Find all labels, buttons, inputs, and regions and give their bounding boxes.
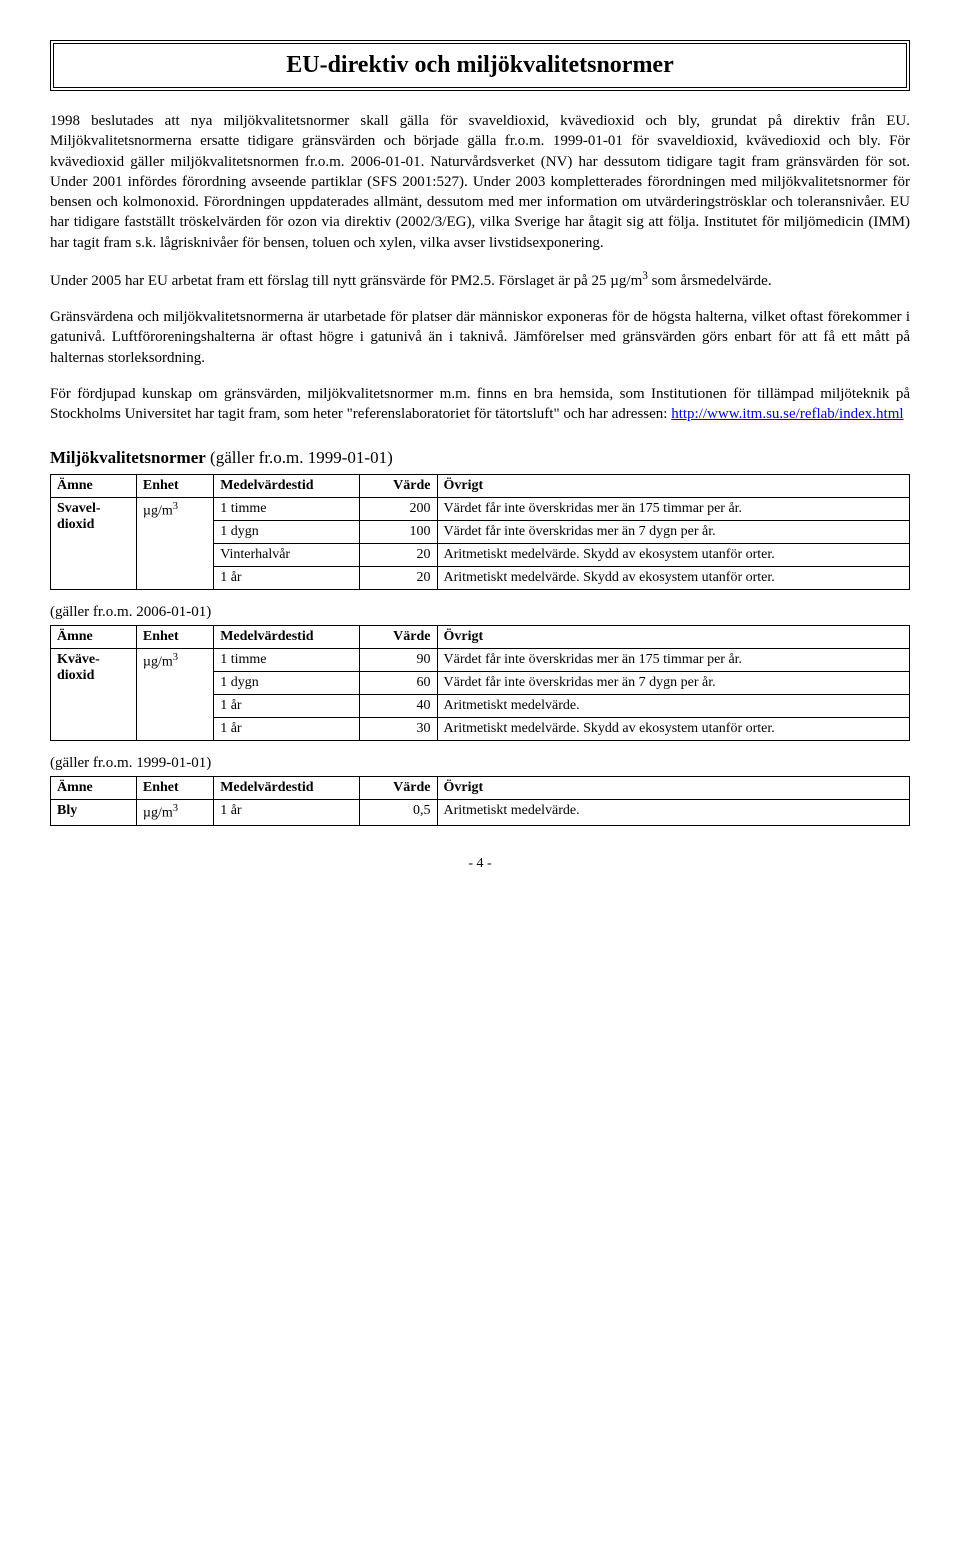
para2-text-a: Under 2005 har EU arbetat fram ett försl… xyxy=(50,273,642,289)
cell-unit: µg/m3 xyxy=(136,649,213,741)
cell-substance: Kväve-dioxid xyxy=(51,649,137,741)
cell-varde: 60 xyxy=(360,672,437,695)
cell-varde: 40 xyxy=(360,695,437,718)
cell-substance: Bly xyxy=(51,800,137,826)
cell-varde: 200 xyxy=(360,498,437,521)
unit-text: µg/m xyxy=(143,655,173,670)
cell-ovrigt: Aritmetiskt medelvärde. xyxy=(437,695,910,718)
cell-ovrigt: Värdet får inte överskridas mer än 175 t… xyxy=(437,498,910,521)
cell-tid: Vinterhalvår xyxy=(214,544,360,567)
table-header-row: Ämne Enhet Medelvärdestid Värde Övrigt xyxy=(51,777,910,800)
substance-text: Bly xyxy=(57,803,77,818)
cell-tid: 1 timme xyxy=(214,498,360,521)
table-row: Svavel-dioxid µg/m3 1 timme 200 Värdet f… xyxy=(51,498,910,521)
cell-varde: 30 xyxy=(360,718,437,741)
intro-paragraph-3: Gränsvärdena och miljökvalitetsnormerna … xyxy=(50,307,910,368)
cell-ovrigt: Värdet får inte överskridas mer än 175 t… xyxy=(437,649,910,672)
cell-varde: 0,5 xyxy=(360,800,437,826)
table-row: Kväve-dioxid µg/m3 1 timme 90 Värdet får… xyxy=(51,649,910,672)
th-amne: Ämne xyxy=(51,777,137,800)
cell-varde: 20 xyxy=(360,567,437,590)
cell-tid: 1 dygn xyxy=(214,521,360,544)
unit-text: µg/m xyxy=(143,504,173,519)
cell-ovrigt: Aritmetiskt medelvärde. Skydd av ekosyst… xyxy=(437,567,910,590)
th-amne: Ämne xyxy=(51,626,137,649)
th-ovrigt: Övrigt xyxy=(437,475,910,498)
cell-ovrigt: Aritmetiskt medelvärde. Skydd av ekosyst… xyxy=(437,544,910,567)
intro-paragraph-4: För fördjupad kunskap om gränsvärden, mi… xyxy=(50,384,910,425)
th-ovrigt: Övrigt xyxy=(437,777,910,800)
th-varde: Värde xyxy=(360,777,437,800)
th-tid: Medelvärdestid xyxy=(214,777,360,800)
cell-tid: 1 år xyxy=(214,718,360,741)
th-tid: Medelvärdestid xyxy=(214,475,360,498)
th-enhet: Enhet xyxy=(136,475,213,498)
cell-unit: µg/m3 xyxy=(136,800,213,826)
th-varde: Värde xyxy=(360,626,437,649)
cell-unit: µg/m3 xyxy=(136,498,213,590)
cell-varde: 90 xyxy=(360,649,437,672)
superscript-3: 3 xyxy=(173,652,178,663)
subheading-1999: (gäller fr.o.m. 1999-01-01) xyxy=(50,755,910,772)
intro-paragraph-1: 1998 beslutades att nya miljökvalitetsno… xyxy=(50,111,910,253)
section-heading: Miljökvalitetsnormer (gäller fr.o.m. 199… xyxy=(50,448,910,468)
table-svaveldioxid: Ämne Enhet Medelvärdestid Värde Övrigt S… xyxy=(50,474,910,590)
substance-text: Svavel-dioxid xyxy=(57,501,101,532)
para2-text-b: som årsmedelvärde. xyxy=(648,273,772,289)
intro-paragraph-2: Under 2005 har EU arbetat fram ett försl… xyxy=(50,269,910,291)
cell-tid: 1 timme xyxy=(214,649,360,672)
cell-ovrigt: Värdet får inte överskridas mer än 7 dyg… xyxy=(437,521,910,544)
cell-varde: 20 xyxy=(360,544,437,567)
cell-tid: 1 år xyxy=(214,695,360,718)
page-title: EU-direktiv och miljökvalitetsnormer xyxy=(66,52,894,79)
title-box: EU-direktiv och miljökvalitetsnormer xyxy=(50,40,910,91)
reference-link[interactable]: http://www.itm.su.se/reflab/index.html xyxy=(671,406,903,422)
section-heading-bold: Miljökvalitetsnormer xyxy=(50,448,206,467)
superscript-3: 3 xyxy=(173,803,178,814)
cell-ovrigt: Värdet får inte överskridas mer än 7 dyg… xyxy=(437,672,910,695)
cell-tid: 1 år xyxy=(214,800,360,826)
cell-tid: 1 dygn xyxy=(214,672,360,695)
table-header-row: Ämne Enhet Medelvärdestid Värde Övrigt xyxy=(51,475,910,498)
table-kvavedioxid: Ämne Enhet Medelvärdestid Värde Övrigt K… xyxy=(50,625,910,741)
th-enhet: Enhet xyxy=(136,777,213,800)
unit-text: µg/m xyxy=(143,806,173,821)
page-number: - 4 - xyxy=(50,856,910,872)
cell-tid: 1 år xyxy=(214,567,360,590)
table-row: Bly µg/m3 1 år 0,5 Aritmetiskt medelvärd… xyxy=(51,800,910,826)
table-header-row: Ämne Enhet Medelvärdestid Värde Övrigt xyxy=(51,626,910,649)
th-tid: Medelvärdestid xyxy=(214,626,360,649)
table-bly: Ämne Enhet Medelvärdestid Värde Övrigt B… xyxy=(50,776,910,826)
substance-text: Kväve-dioxid xyxy=(57,652,100,683)
section-heading-normal: (gäller fr.o.m. 1999-01-01) xyxy=(206,448,393,467)
th-varde: Värde xyxy=(360,475,437,498)
th-ovrigt: Övrigt xyxy=(437,626,910,649)
subheading-2006: (gäller fr.o.m. 2006-01-01) xyxy=(50,604,910,621)
cell-ovrigt: Aritmetiskt medelvärde. xyxy=(437,800,910,826)
cell-substance: Svavel-dioxid xyxy=(51,498,137,590)
superscript-3: 3 xyxy=(173,501,178,512)
cell-varde: 100 xyxy=(360,521,437,544)
th-amne: Ämne xyxy=(51,475,137,498)
th-enhet: Enhet xyxy=(136,626,213,649)
cell-ovrigt: Aritmetiskt medelvärde. Skydd av ekosyst… xyxy=(437,718,910,741)
